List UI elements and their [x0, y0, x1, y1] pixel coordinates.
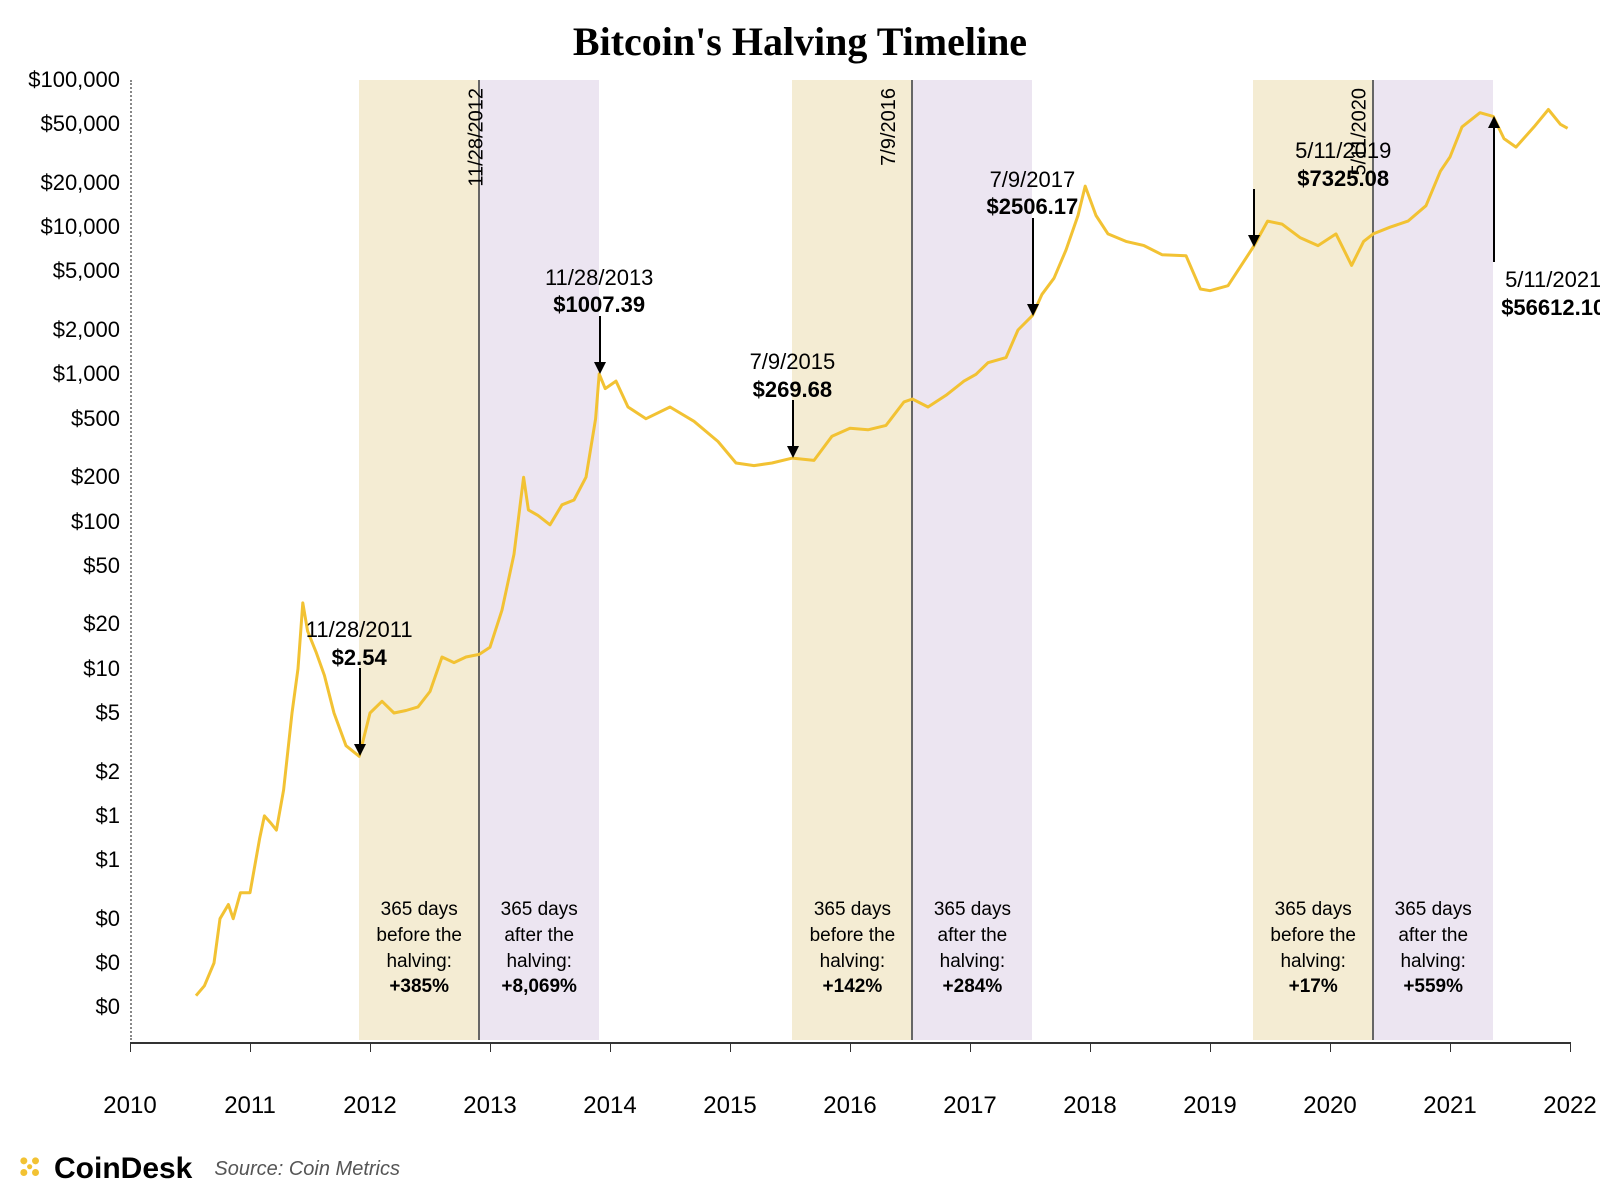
y-tick-label: $200	[71, 464, 120, 490]
y-tick-label: $5,000	[53, 258, 120, 284]
brand-name: CoinDesk	[54, 1152, 192, 1186]
arrow-head-icon	[354, 744, 366, 756]
x-tick	[250, 1042, 251, 1052]
y-tick-label: $20	[83, 611, 120, 637]
annotation-arrow	[1032, 218, 1034, 304]
y-tick-label: $100,000	[28, 67, 120, 93]
x-tick-label: 2012	[343, 1092, 396, 1120]
annot-price: $1007.39	[553, 292, 645, 317]
x-tick-label: 2022	[1543, 1092, 1596, 1120]
price-line	[196, 110, 1568, 996]
plot-area: 365 days before the halving:+385%365 day…	[130, 80, 1570, 1080]
annot-price: $269.68	[753, 377, 833, 402]
x-tick	[1090, 1042, 1091, 1052]
x-tick	[730, 1042, 731, 1052]
x-tick-label: 2020	[1303, 1092, 1356, 1120]
y-tick-label: $5	[96, 700, 120, 726]
y-tick-label: $2,000	[53, 317, 120, 343]
arrow-head-icon	[1248, 235, 1260, 247]
y-tick-label: $10	[83, 656, 120, 682]
x-tick-label: 2013	[463, 1092, 516, 1120]
x-tick-label: 2010	[103, 1092, 156, 1120]
annot-date: 5/11/2019	[1295, 138, 1391, 163]
x-tick	[1450, 1042, 1451, 1052]
price-annotation: 7/9/2017$2506.17	[987, 166, 1079, 221]
coindesk-icon	[18, 1155, 46, 1183]
source-label: Source: Coin Metrics	[214, 1158, 400, 1181]
annot-date: 11/28/2013	[545, 265, 653, 290]
price-annotation: 5/11/2021 $56612.10	[1501, 266, 1600, 321]
annot-date: 5/11/2021	[1505, 267, 1600, 292]
chart-title: Bitcoin's Halving Timeline	[0, 18, 1600, 65]
x-tick-label: 2014	[583, 1092, 636, 1120]
x-tick-label: 2017	[943, 1092, 996, 1120]
x-tick-label: 2018	[1063, 1092, 1116, 1120]
y-tick-label: $20,000	[40, 170, 120, 196]
arrow-head-icon	[594, 362, 606, 374]
arrow-head-icon	[1488, 116, 1500, 128]
y-tick-label: $1,000	[53, 361, 120, 387]
annotation-arrow	[1493, 126, 1495, 262]
x-tick-label: 2015	[703, 1092, 756, 1120]
price-line-svg	[130, 80, 1570, 1040]
annot-price: $56612.10	[1501, 295, 1600, 320]
x-tick	[130, 1042, 131, 1052]
y-tick-label: $100	[71, 509, 120, 535]
x-tick	[1330, 1042, 1331, 1052]
x-tick-label: 2019	[1183, 1092, 1236, 1120]
annot-price: $2506.17	[987, 194, 1079, 219]
x-tick	[970, 1042, 971, 1052]
arrow-head-icon	[1027, 304, 1039, 316]
annotation-arrow	[359, 668, 361, 744]
arrow-head-icon	[787, 446, 799, 458]
annotation-arrow	[792, 400, 794, 446]
price-annotation: 7/9/2015 $269.68	[750, 348, 836, 403]
x-tick	[370, 1042, 371, 1052]
price-annotation: 11/28/2011 $2.54	[306, 616, 413, 671]
price-annotation: 5/11/2019 $7325.08	[1295, 137, 1391, 192]
annot-price: $2.54	[332, 645, 387, 670]
x-tick-label: 2021	[1423, 1092, 1476, 1120]
brand-logo: CoinDesk	[18, 1152, 192, 1186]
y-tick-label: $0	[96, 994, 120, 1020]
annotation-arrow	[599, 316, 601, 362]
y-tick-label: $50,000	[40, 111, 120, 137]
y-tick-label: $0	[96, 906, 120, 932]
x-tick	[1210, 1042, 1211, 1052]
annot-date: 7/9/2017	[990, 167, 1076, 192]
chart-container: Bitcoin's Halving Timeline 365 days befo…	[0, 0, 1600, 1200]
y-tick-label: $500	[71, 406, 120, 432]
annotation-arrow	[1253, 189, 1255, 235]
y-tick-label: $0	[96, 950, 120, 976]
y-tick-label: $1	[96, 847, 120, 873]
annot-price: $7325.08	[1297, 166, 1389, 191]
y-tick-label: $50	[83, 553, 120, 579]
y-tick-label: $10,000	[40, 214, 120, 240]
price-annotation: 11/28/2013$1007.39	[545, 264, 653, 319]
annot-date: 7/9/2015	[750, 349, 836, 374]
x-tick-label: 2016	[823, 1092, 876, 1120]
chart-footer: CoinDesk Source: Coin Metrics	[18, 1152, 400, 1186]
x-tick	[610, 1042, 611, 1052]
x-tick	[490, 1042, 491, 1052]
annot-date: 11/28/2011	[306, 617, 413, 642]
x-tick-label: 2011	[224, 1092, 276, 1120]
x-tick	[850, 1042, 851, 1052]
x-tick	[1570, 1042, 1571, 1052]
y-tick-label: $1	[96, 803, 120, 829]
y-tick-label: $2	[96, 759, 120, 785]
